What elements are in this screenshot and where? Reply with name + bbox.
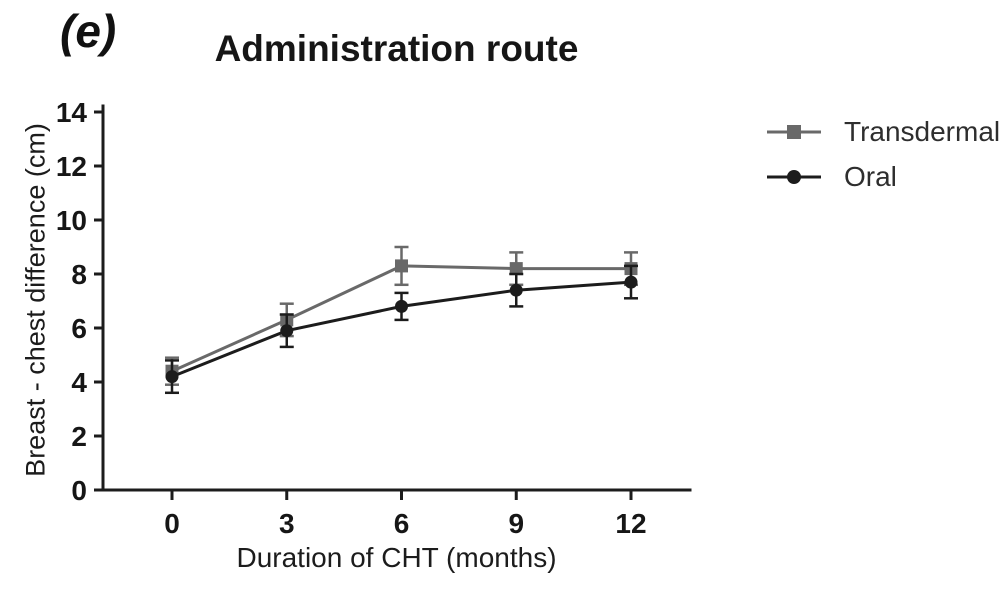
y-tick-label: 2 xyxy=(71,421,87,452)
x-tick-label: 12 xyxy=(615,508,646,539)
y-tick-label: 12 xyxy=(56,151,87,182)
x-tick-label: 6 xyxy=(394,508,410,539)
chart-title: Administration route xyxy=(214,28,579,69)
legend: Transdermal Oral xyxy=(766,117,1000,192)
y-tick-label: 8 xyxy=(71,259,87,290)
oral-legend-marker-icon xyxy=(767,170,821,184)
y-tick-label: 4 xyxy=(71,367,87,398)
oral-marker xyxy=(624,275,638,289)
oral-marker xyxy=(165,370,179,384)
x-tick-label: 3 xyxy=(279,508,295,539)
legend-label-oral: Oral xyxy=(844,161,897,192)
y-tick-label: 14 xyxy=(56,97,88,128)
legend-item-transdermal: Transdermal xyxy=(766,117,1000,147)
oral-marker xyxy=(280,324,294,338)
y-tick-label: 0 xyxy=(71,475,87,506)
x-axis-label: Duration of CHT (months) xyxy=(236,542,557,573)
transdermal-legend-marker-icon xyxy=(767,125,821,139)
y-tick-label: 10 xyxy=(56,205,87,236)
oral-marker xyxy=(509,283,523,297)
legend-label-transdermal: Transdermal xyxy=(844,116,1001,147)
legend-item-oral: Oral xyxy=(766,162,1000,192)
y-tick-label: 6 xyxy=(71,313,87,344)
oral-marker xyxy=(395,299,408,313)
x-tick-label: 0 xyxy=(164,508,180,539)
transdermal-marker xyxy=(395,259,408,273)
x-tick-label: 9 xyxy=(508,508,524,539)
transdermal-marker xyxy=(509,262,523,276)
panel-label: (e) xyxy=(60,5,117,57)
